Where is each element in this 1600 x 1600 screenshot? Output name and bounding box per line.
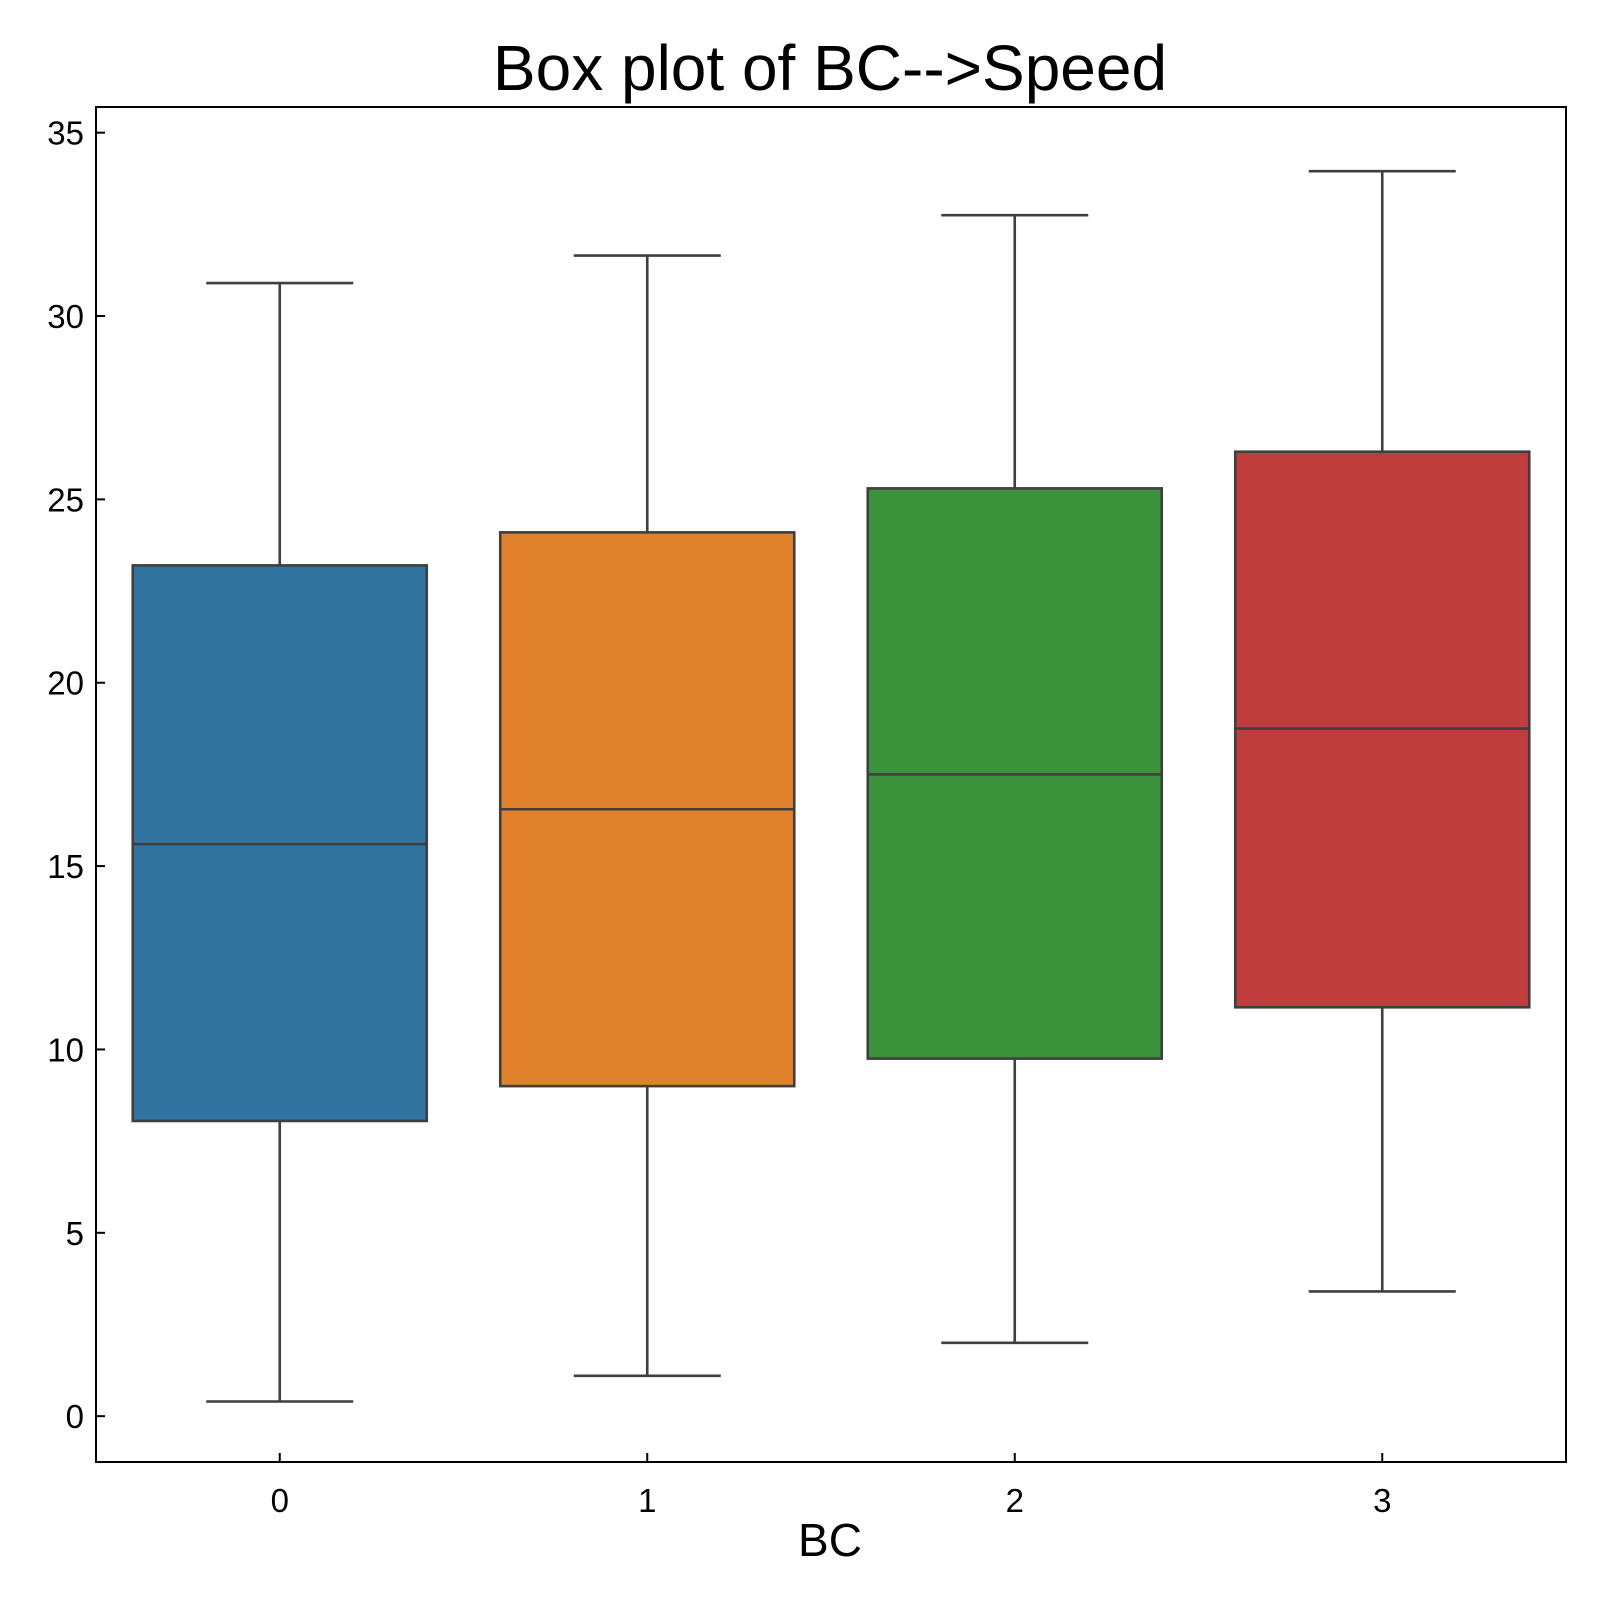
y-tick-label-20: 20: [47, 665, 84, 702]
x-tick-label-2: 2: [1006, 1482, 1024, 1519]
x-tick-label-3: 3: [1373, 1482, 1391, 1519]
y-tick-label-5: 5: [66, 1215, 84, 1252]
y-tick-label-25: 25: [47, 481, 84, 518]
y-tick-label-30: 30: [47, 298, 84, 335]
x-tick-label-0: 0: [271, 1482, 289, 1519]
x-axis-label: BC: [798, 1514, 862, 1566]
x-tick-label-1: 1: [638, 1482, 656, 1519]
plot-frame: [95, 106, 1567, 1463]
y-tick-label-35: 35: [47, 115, 84, 152]
plot-area: 0 5 10 15 20 25 30 35 0 1 2 3: [47, 106, 1567, 1519]
y-tick-label-0: 0: [66, 1398, 84, 1435]
chart-title: Box plot of BC-->Speed: [493, 32, 1167, 104]
y-tick-label-10: 10: [47, 1031, 84, 1068]
y-tick-label-15: 15: [47, 848, 84, 885]
